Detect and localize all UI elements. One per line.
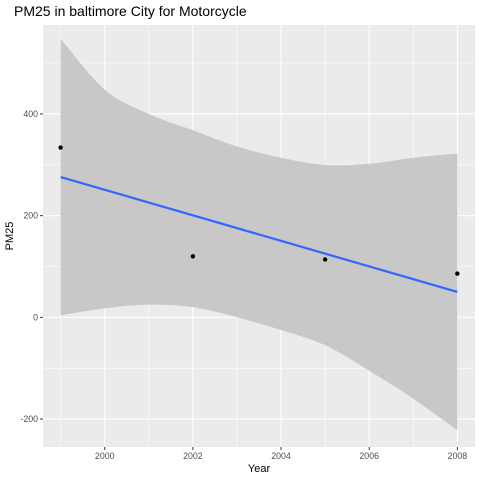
x-tick-label: 2006 (359, 451, 379, 461)
chart-title: PM25 in baltimore City for Motorcycle (14, 3, 247, 19)
x-tick-label: 2002 (183, 451, 203, 461)
data-point (190, 254, 196, 259)
x-axis-ticks: 2000 2002 2004 2006 2008 (95, 447, 467, 461)
data-point (58, 145, 63, 150)
data-point (322, 257, 328, 262)
trend-line (60, 175, 458, 293)
y-tick-label: -200 (20, 414, 38, 424)
y-axis-title: PM25 (4, 222, 16, 251)
x-tick-label: 2000 (95, 451, 115, 461)
data-points (58, 145, 460, 276)
y-axis-ticks: -200 0 200 400 (20, 109, 43, 424)
x-axis-title: Year (248, 463, 271, 475)
y-tick-label: 400 (23, 109, 38, 119)
y-tick-label: 0 (33, 312, 38, 322)
data-point (455, 271, 460, 276)
y-tick-label: 200 (23, 211, 38, 221)
x-tick-label: 2004 (271, 451, 291, 461)
x-tick-label: 2008 (448, 451, 468, 461)
